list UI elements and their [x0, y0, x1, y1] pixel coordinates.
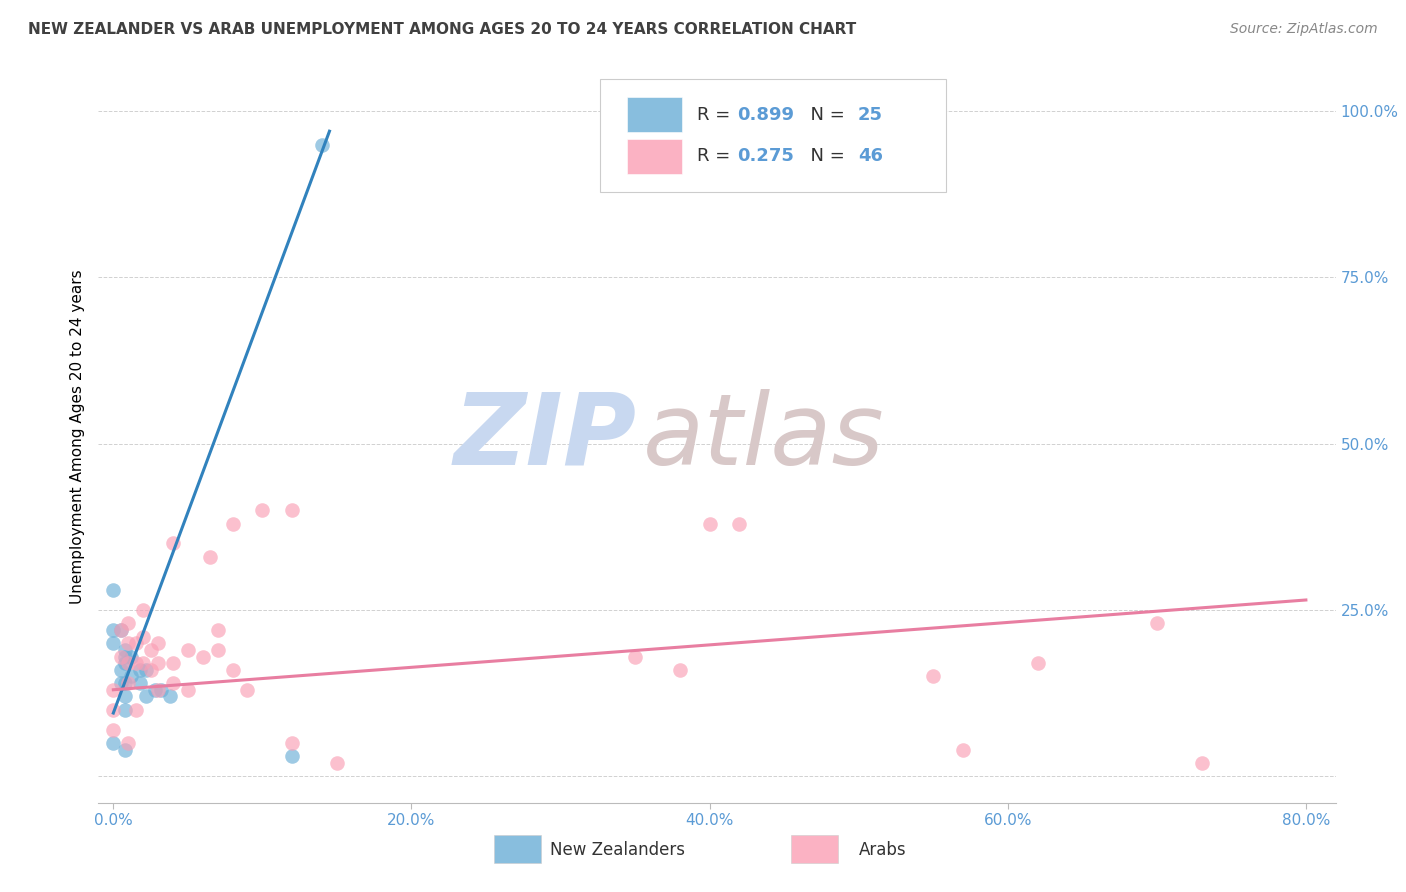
Point	[117, 676, 139, 690]
Point	[200, 549, 222, 564]
FancyBboxPatch shape	[792, 835, 838, 863]
Point	[207, 643, 229, 657]
Point	[191, 649, 214, 664]
Point	[125, 636, 148, 650]
Point	[162, 536, 184, 550]
Point	[132, 603, 155, 617]
Point	[114, 690, 136, 704]
Point	[114, 742, 136, 756]
FancyBboxPatch shape	[627, 138, 682, 174]
Point	[1026, 656, 1049, 670]
Point	[624, 649, 647, 664]
Point	[114, 676, 136, 690]
FancyBboxPatch shape	[599, 78, 946, 192]
Point	[146, 636, 169, 650]
Point	[114, 703, 136, 717]
Point	[922, 669, 945, 683]
Point	[143, 682, 166, 697]
Text: New Zealanders: New Zealanders	[550, 840, 685, 859]
Point	[139, 643, 162, 657]
Point	[162, 676, 184, 690]
Point	[236, 682, 259, 697]
FancyBboxPatch shape	[495, 835, 541, 863]
Point	[207, 623, 229, 637]
Text: 46: 46	[858, 147, 883, 165]
Point	[129, 663, 152, 677]
Text: ZIP: ZIP	[454, 389, 637, 485]
Point	[281, 736, 304, 750]
Text: R =: R =	[697, 105, 737, 123]
Point	[103, 723, 125, 737]
Point	[103, 623, 125, 637]
Point	[125, 703, 148, 717]
Point	[252, 503, 274, 517]
Point	[146, 656, 169, 670]
Point	[110, 623, 132, 637]
Point	[110, 676, 132, 690]
Point	[177, 643, 200, 657]
Point	[281, 749, 304, 764]
Text: atlas: atlas	[643, 389, 884, 485]
Point	[668, 663, 690, 677]
Point	[103, 582, 125, 597]
Point	[117, 636, 139, 650]
Point	[952, 742, 974, 756]
Point	[177, 682, 200, 697]
Text: 0.275: 0.275	[737, 147, 794, 165]
Text: 0.899: 0.899	[737, 105, 794, 123]
Point	[1191, 756, 1213, 770]
Point	[117, 736, 139, 750]
Y-axis label: Unemployment Among Ages 20 to 24 years: Unemployment Among Ages 20 to 24 years	[69, 269, 84, 605]
Text: Arabs: Arabs	[859, 840, 907, 859]
Point	[114, 643, 136, 657]
Point	[728, 516, 751, 531]
Point	[699, 516, 721, 531]
Point	[135, 690, 157, 704]
Point	[1146, 616, 1168, 631]
Text: NEW ZEALANDER VS ARAB UNEMPLOYMENT AMONG AGES 20 TO 24 YEARS CORRELATION CHART: NEW ZEALANDER VS ARAB UNEMPLOYMENT AMONG…	[28, 22, 856, 37]
Text: 25: 25	[858, 105, 883, 123]
Point	[311, 137, 333, 152]
Point	[281, 503, 304, 517]
Point	[117, 656, 139, 670]
Point	[129, 676, 152, 690]
Point	[114, 656, 136, 670]
Text: N =: N =	[799, 105, 851, 123]
Point	[132, 656, 155, 670]
Point	[162, 656, 184, 670]
Point	[139, 663, 162, 677]
Text: Source: ZipAtlas.com: Source: ZipAtlas.com	[1230, 22, 1378, 37]
Point	[120, 669, 142, 683]
Point	[146, 682, 169, 697]
Text: N =: N =	[799, 147, 851, 165]
Point	[120, 649, 142, 664]
Point	[132, 630, 155, 644]
Point	[103, 636, 125, 650]
Point	[150, 682, 173, 697]
Point	[114, 649, 136, 664]
Point	[103, 736, 125, 750]
Text: R =: R =	[697, 147, 737, 165]
Point	[326, 756, 349, 770]
Point	[110, 623, 132, 637]
Point	[135, 663, 157, 677]
FancyBboxPatch shape	[627, 97, 682, 132]
Point	[103, 682, 125, 697]
Point	[117, 616, 139, 631]
Point	[110, 663, 132, 677]
Point	[110, 649, 132, 664]
Point	[103, 703, 125, 717]
Point	[159, 690, 181, 704]
Point	[221, 663, 243, 677]
Point	[125, 656, 148, 670]
Point	[221, 516, 243, 531]
